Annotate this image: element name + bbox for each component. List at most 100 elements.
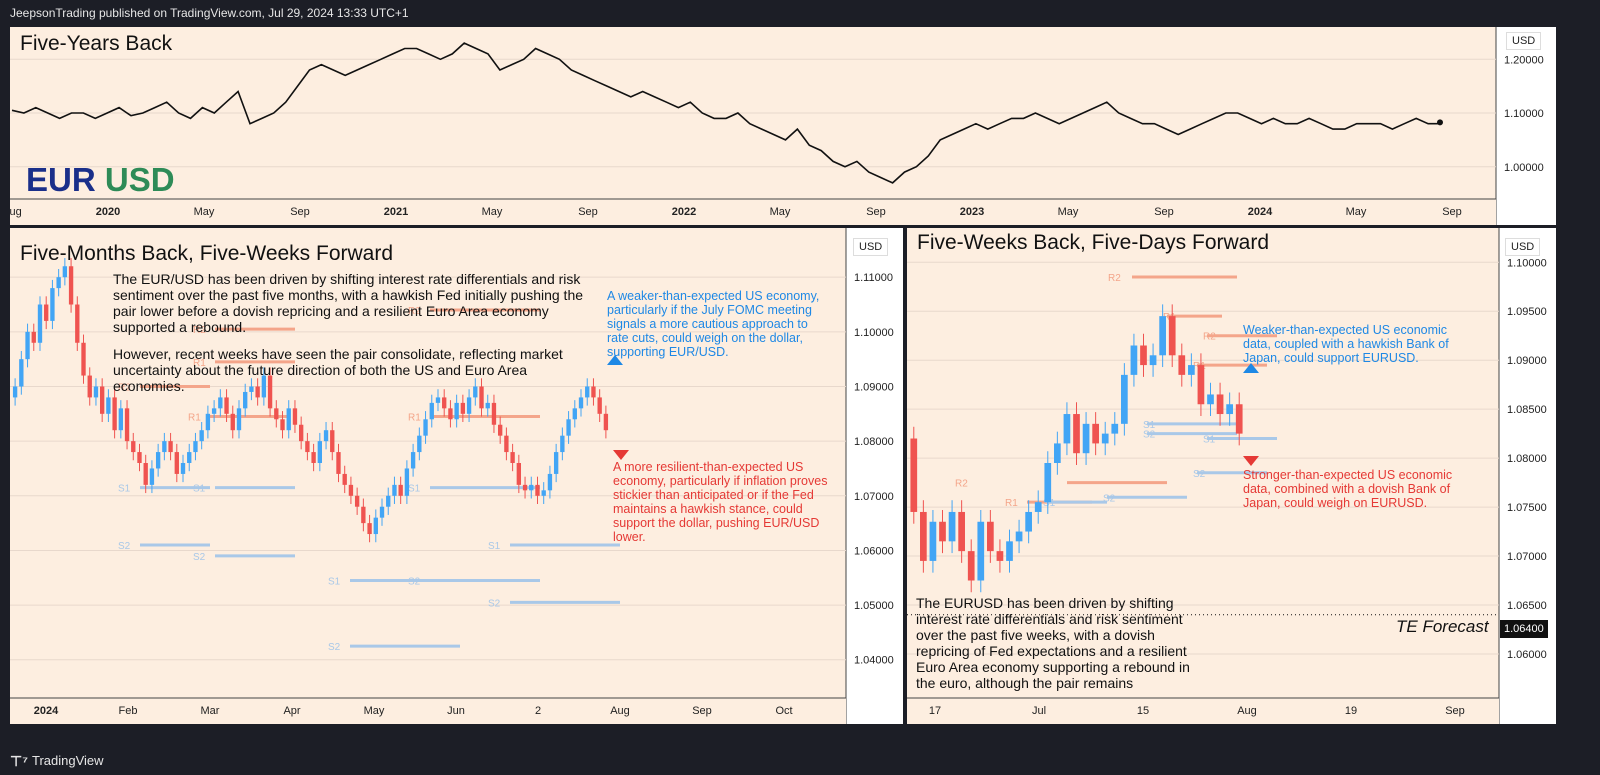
pivot-level-label: R1 <box>193 358 206 369</box>
pivot-level-label: S2 <box>1143 430 1156 441</box>
pivot-level-label: S1 <box>1143 420 1156 431</box>
pivot-level-label: S1 <box>408 484 421 495</box>
five-months-summary-1: The EUR/USD has been driven by shifting … <box>113 271 584 335</box>
candle-body <box>591 386 596 398</box>
time-tick-label: 2024 <box>34 705 59 717</box>
candle-body <box>516 463 522 485</box>
candle-body <box>81 342 86 376</box>
tradingview-logo-icon[interactable]: ⊤⁷ <box>10 753 28 769</box>
price-tick-label: 1.05000 <box>854 600 894 612</box>
candle-body <box>124 408 130 442</box>
candle-body <box>249 386 254 392</box>
pivot-level-label: R1 <box>1005 498 1018 509</box>
time-tick-label: Sep <box>866 206 886 218</box>
time-tick-label: Jun <box>447 705 465 717</box>
candle-body <box>479 386 484 409</box>
candle-body <box>585 386 590 398</box>
candle-body <box>19 359 24 387</box>
bull-arrow-icon <box>607 355 623 365</box>
candle-body <box>1216 394 1224 415</box>
price-axis <box>1496 27 1556 225</box>
price-tick-label: 1.10000 <box>854 327 894 339</box>
candle-body <box>977 521 985 581</box>
pivot-level-label: S1 <box>488 541 501 552</box>
candle-body <box>255 386 260 398</box>
price-tick-label: 1.07000 <box>854 491 894 503</box>
candle-body <box>305 441 310 453</box>
five-weeks-summary: The EURUSD has been driven by shifting i… <box>916 595 1190 691</box>
candle-body <box>967 551 975 581</box>
time-tick-label: Aug <box>1237 705 1257 717</box>
candle-body <box>910 438 918 512</box>
candle-body <box>1188 365 1195 375</box>
candle-body <box>1207 394 1214 405</box>
pivot-level-label: R1 <box>188 413 201 424</box>
five-years-chart[interactable]: 1.20000 1.10000 1.00000 Aug 2020 May Sep 2021 Ma… <box>10 27 1556 225</box>
price-tick-label: 1.10000 <box>1504 108 1544 120</box>
candle-body <box>1159 316 1166 356</box>
time-tick-label: May <box>1346 206 1367 218</box>
candle-body <box>948 511 956 542</box>
time-tick-label: 2024 <box>1248 206 1273 218</box>
logo-quote: USD <box>104 161 175 198</box>
candle-body <box>939 521 946 542</box>
price-tick-label: 1.06000 <box>1507 649 1547 661</box>
five-years-panel[interactable]: 1.20000 1.10000 1.00000 Aug 2020 May Sep 2021 Ma… <box>10 27 1556 225</box>
candle-body <box>510 452 515 463</box>
candle-body <box>1101 433 1109 444</box>
pivot-level-label: R2 <box>118 382 131 393</box>
publish-header: JeepsonTrading published on TradingView.… <box>0 0 1600 26</box>
candle-body <box>448 408 453 420</box>
time-tick-label: 15 <box>1137 705 1149 717</box>
candle-body <box>280 419 285 431</box>
candle-body <box>361 506 366 524</box>
candle-body <box>460 402 466 414</box>
candle-body <box>547 473 553 491</box>
candle-body <box>62 266 68 278</box>
five-months-chart[interactable]: 1.11000 1.10000 1.09000 1.08000 1.07000 1.060… <box>10 228 903 724</box>
price-tick-label: 1.11000 <box>854 272 893 284</box>
candle-body <box>1006 541 1013 561</box>
candle-body <box>485 402 490 409</box>
currency-label[interactable]: USD <box>1505 238 1541 256</box>
pivot-level-label: S2 <box>328 642 341 653</box>
time-tick-label: Oct <box>775 705 792 717</box>
last-price-dot <box>1437 119 1443 126</box>
five-weeks-panel[interactable]: 1.10000 1.09500 1.09000 1.08500 1.08000 1.075… <box>907 228 1556 724</box>
pivot-level-label: S2 <box>118 541 131 552</box>
five-months-panel[interactable]: 1.11000 1.10000 1.09000 1.08000 1.07000 1.060… <box>10 228 903 724</box>
five-weeks-bull-note: Weaker-than-expected US economic data, c… <box>1243 323 1449 365</box>
candle-body <box>112 397 117 431</box>
candle-body <box>286 408 291 431</box>
candle-body <box>379 506 385 518</box>
candle-body <box>68 266 74 305</box>
candle-body <box>12 386 18 398</box>
five-months-title: Five-Months Back, Five-Weeks Forward <box>20 242 394 265</box>
pivot-level-label: S1 <box>1203 435 1216 446</box>
candle-body <box>541 490 546 496</box>
candle-body <box>1168 316 1176 356</box>
candle-body <box>274 408 279 420</box>
candle-body <box>323 430 329 442</box>
candle-body <box>267 375 273 409</box>
candle-body <box>429 402 434 420</box>
price-tick-label: 1.06000 <box>854 545 894 557</box>
candle-body <box>1197 365 1205 405</box>
currency-label[interactable]: USD <box>853 238 889 256</box>
candle-body <box>211 408 217 414</box>
candle-body <box>929 521 937 561</box>
candle-body <box>1121 374 1128 424</box>
time-tick-label: Sep <box>692 705 712 717</box>
price-tick-label: 1.00000 <box>1504 162 1544 174</box>
time-tick-label: 2022 <box>672 206 696 218</box>
candle-body <box>392 484 397 496</box>
candle-body <box>1025 511 1032 532</box>
tradingview-brand[interactable]: TradingView <box>32 753 104 768</box>
price-axis <box>846 228 903 724</box>
candle-body <box>373 517 378 535</box>
currency-label[interactable]: USD <box>1506 32 1542 50</box>
candle-body <box>423 419 428 436</box>
five-months-bull-note: A weaker-than-expected US economy, parti… <box>607 289 820 359</box>
bear-arrow-icon <box>1243 456 1259 466</box>
five-weeks-chart[interactable]: 1.10000 1.09500 1.09000 1.08500 1.08000 1.075… <box>907 228 1556 724</box>
